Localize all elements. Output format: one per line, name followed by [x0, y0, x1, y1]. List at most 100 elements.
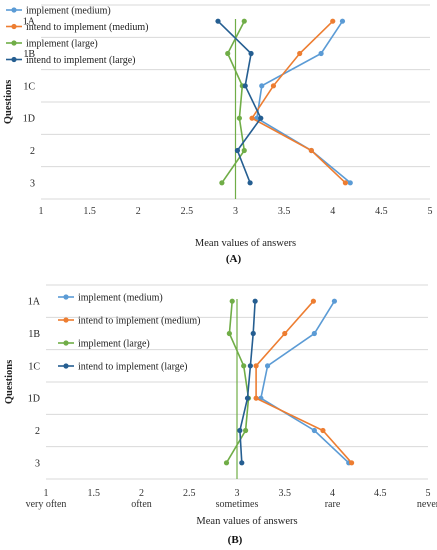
- y-axis-title: Questions: [3, 80, 14, 124]
- y-tick-label: 2: [35, 426, 40, 437]
- x-tick-label: 2.5: [183, 488, 196, 499]
- data-point-implement_medium: [264, 363, 271, 369]
- legend-marker-implement_large: [63, 340, 69, 346]
- x-tick-label: 1.5: [83, 206, 96, 217]
- data-point-intend_medium: [270, 83, 277, 89]
- data-point-implement_large: [226, 330, 232, 337]
- panel-label: (A): [226, 253, 242, 265]
- legend-entry: implement (large): [78, 339, 150, 350]
- y-tick-label: 1C: [28, 361, 40, 372]
- data-point-implement_medium: [311, 427, 317, 434]
- series-line-implement_large: [221, 20, 246, 184]
- y-tick-label: 3: [35, 458, 40, 469]
- data-point-implement_large: [219, 180, 225, 186]
- y-tick-label: 1A: [23, 17, 36, 28]
- x-tick-label: 3.5: [278, 206, 291, 217]
- legend-entry: intend to implement (large): [78, 362, 188, 373]
- data-point-intend_medium: [249, 115, 255, 121]
- y-tick-label: 3: [30, 178, 35, 189]
- data-point-intend_large: [244, 395, 251, 401]
- legend-marker-intend_large: [11, 56, 17, 63]
- chart-panel-0: 1A 1B 1C 1D 2 3 1 1.5 2 2.5 3 3.5 4 4.5 5 Mean values o…: [3, 4, 433, 265]
- x-tick-label: 2: [139, 488, 144, 499]
- legend-marker-implement_large: [11, 40, 17, 46]
- legend-entry: intend to implement (medium): [78, 316, 200, 327]
- data-point-implement_large: [241, 363, 247, 369]
- data-point-intend_medium: [308, 147, 314, 154]
- series-line-implement_medium: [260, 300, 350, 464]
- data-point-intend_large: [252, 298, 258, 304]
- x-tick-label: 5: [426, 488, 431, 499]
- data-point-intend_medium: [320, 427, 326, 434]
- legend-entry: implement (medium): [26, 6, 111, 17]
- x-tick-label: 2.5: [181, 206, 194, 217]
- data-point-implement_large: [241, 147, 247, 154]
- x-category-label: rare: [325, 499, 341, 510]
- data-point-intend_large: [215, 18, 221, 24]
- x-tick-label: 3.5: [279, 488, 292, 499]
- panel-label: (B): [228, 534, 243, 546]
- x-tick-label: 5: [428, 206, 433, 217]
- data-point-intend_medium: [253, 363, 259, 369]
- x-category-label: sometimes: [216, 499, 259, 510]
- x-axis-title: Mean values of answers: [196, 516, 297, 527]
- data-point-intend_medium: [282, 330, 288, 337]
- data-point-intend_large: [237, 427, 243, 434]
- legend-entry: intend to implement (large): [26, 55, 136, 66]
- y-tick-label: 1C: [23, 81, 35, 92]
- data-point-implement_large: [229, 298, 235, 304]
- y-tick-label: 1A: [28, 297, 41, 308]
- legend-entry: implement (medium): [78, 293, 163, 304]
- data-point-intend_medium: [342, 180, 348, 186]
- legend-marker-intend_large: [63, 363, 69, 369]
- data-point-intend_large: [239, 460, 245, 466]
- y-tick-label: 1B: [28, 329, 40, 340]
- legend-entry: intend to implement (medium): [26, 22, 148, 33]
- y-tick-label: 1D: [23, 114, 35, 125]
- legend-marker-intend_medium: [63, 317, 69, 323]
- data-point-intend_large: [248, 50, 254, 57]
- x-tick-label: 4: [330, 488, 335, 499]
- series-line-intend_large: [239, 301, 256, 463]
- y-tick-label: 2: [30, 146, 35, 157]
- legend-marker-intend_medium: [11, 23, 17, 30]
- x-tick-label: 1.5: [88, 488, 101, 499]
- x-category-label: never: [417, 499, 437, 510]
- legend: implement (medium) intend to implement (m…: [6, 6, 148, 66]
- data-point-implement_medium: [259, 83, 265, 89]
- y-tick-label: 1D: [28, 394, 40, 405]
- legend: implement (medium) intend to implement (m…: [58, 293, 200, 373]
- series-line-intend_medium: [250, 20, 346, 184]
- data-point-implement_medium: [318, 50, 324, 57]
- series-line-intend_large: [217, 20, 262, 184]
- x-tick-label: 3: [233, 206, 238, 217]
- x-tick-label: 1: [39, 206, 44, 217]
- data-point-intend_medium: [310, 298, 316, 304]
- data-point-implement_medium: [311, 330, 317, 337]
- x-tick-label: 4.5: [374, 488, 387, 499]
- data-point-intend_large: [247, 180, 253, 186]
- legend-marker-implement_medium: [63, 294, 69, 300]
- data-point-implement_large: [242, 427, 249, 434]
- x-category-label: often: [131, 499, 152, 510]
- series-line-intend_medium: [255, 300, 353, 464]
- x-category-label: very often: [26, 499, 67, 510]
- y-axis-title: Questions: [4, 360, 15, 404]
- legend-entry: implement (large): [26, 39, 98, 50]
- data-point-implement_medium: [347, 180, 353, 186]
- y-tick-label: 1B: [23, 49, 35, 60]
- data-point-implement_medium: [339, 18, 346, 24]
- legend-marker-implement_medium: [11, 7, 17, 13]
- data-point-intend_medium: [330, 18, 336, 24]
- data-point-intend_large: [242, 83, 248, 89]
- data-point-intend_medium: [253, 395, 259, 401]
- x-axis-title: Mean values of answers: [195, 238, 296, 249]
- data-point-intend_large: [247, 363, 253, 369]
- x-tick-label: 3: [235, 488, 240, 499]
- data-point-intend_large: [258, 115, 264, 121]
- data-point-implement_medium: [331, 298, 338, 304]
- data-point-intend_large: [234, 147, 241, 154]
- data-point-implement_large: [223, 460, 230, 466]
- series-line-implement_large: [225, 301, 250, 464]
- data-point-intend_large: [250, 330, 256, 337]
